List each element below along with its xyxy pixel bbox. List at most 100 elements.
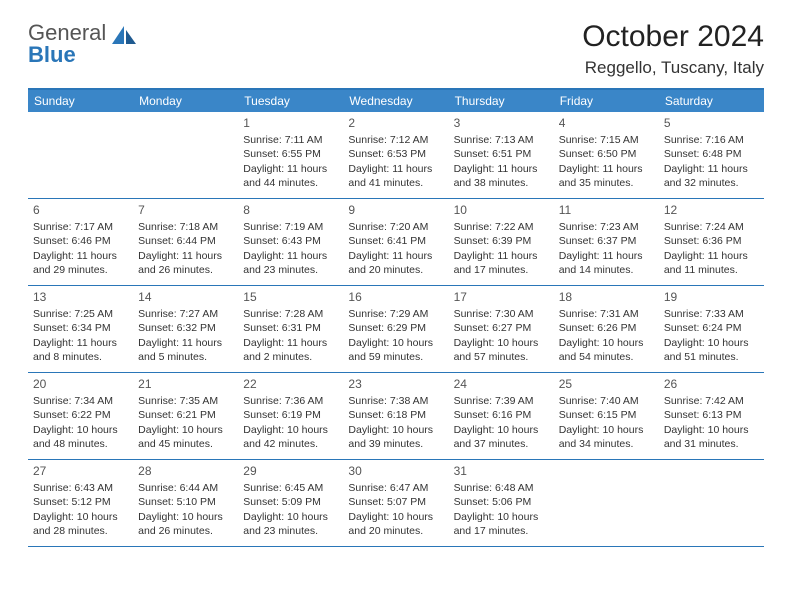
sunrise-text: Sunrise: 7:17 AM (33, 220, 128, 234)
weekday-header: Thursday (449, 90, 554, 112)
day-cell (659, 460, 764, 546)
daylight-text: Daylight: 10 hours and 42 minutes. (243, 423, 338, 451)
day-number: 3 (454, 115, 549, 131)
sunrise-text: Sunrise: 7:19 AM (243, 220, 338, 234)
day-cell: 1Sunrise: 7:11 AMSunset: 6:55 PMDaylight… (238, 112, 343, 198)
sunrise-text: Sunrise: 7:16 AM (664, 133, 759, 147)
sunset-text: Sunset: 6:32 PM (138, 321, 233, 335)
sunset-text: Sunset: 6:39 PM (454, 234, 549, 248)
sunset-text: Sunset: 5:09 PM (243, 495, 338, 509)
logo-sail-icon (110, 24, 138, 48)
sunrise-text: Sunrise: 7:30 AM (454, 307, 549, 321)
sunrise-text: Sunrise: 7:15 AM (559, 133, 654, 147)
daylight-text: Daylight: 10 hours and 37 minutes. (454, 423, 549, 451)
sunset-text: Sunset: 6:26 PM (559, 321, 654, 335)
weekday-header: Sunday (28, 90, 133, 112)
day-cell: 16Sunrise: 7:29 AMSunset: 6:29 PMDayligh… (343, 286, 448, 372)
weekday-header: Saturday (659, 90, 764, 112)
weekday-header: Monday (133, 90, 238, 112)
sunset-text: Sunset: 6:36 PM (664, 234, 759, 248)
sunrise-text: Sunrise: 7:24 AM (664, 220, 759, 234)
daylight-text: Daylight: 10 hours and 31 minutes. (664, 423, 759, 451)
daylight-text: Daylight: 11 hours and 23 minutes. (243, 249, 338, 277)
day-number: 8 (243, 202, 338, 218)
day-cell: 5Sunrise: 7:16 AMSunset: 6:48 PMDaylight… (659, 112, 764, 198)
day-cell: 15Sunrise: 7:28 AMSunset: 6:31 PMDayligh… (238, 286, 343, 372)
daylight-text: Daylight: 11 hours and 17 minutes. (454, 249, 549, 277)
day-cell: 19Sunrise: 7:33 AMSunset: 6:24 PMDayligh… (659, 286, 764, 372)
sunrise-text: Sunrise: 7:25 AM (33, 307, 128, 321)
sunrise-text: Sunrise: 7:29 AM (348, 307, 443, 321)
daylight-text: Daylight: 10 hours and 45 minutes. (138, 423, 233, 451)
day-number: 9 (348, 202, 443, 218)
sunrise-text: Sunrise: 7:18 AM (138, 220, 233, 234)
daylight-text: Daylight: 10 hours and 51 minutes. (664, 336, 759, 364)
sunrise-text: Sunrise: 7:36 AM (243, 394, 338, 408)
sunset-text: Sunset: 6:27 PM (454, 321, 549, 335)
sunset-text: Sunset: 6:50 PM (559, 147, 654, 161)
daylight-text: Daylight: 11 hours and 29 minutes. (33, 249, 128, 277)
day-number: 16 (348, 289, 443, 305)
day-number: 6 (33, 202, 128, 218)
sunset-text: Sunset: 6:19 PM (243, 408, 338, 422)
day-number: 11 (559, 202, 654, 218)
sunset-text: Sunset: 6:48 PM (664, 147, 759, 161)
daylight-text: Daylight: 10 hours and 26 minutes. (138, 510, 233, 538)
sunset-text: Sunset: 6:15 PM (559, 408, 654, 422)
day-number: 22 (243, 376, 338, 392)
week-row: 6Sunrise: 7:17 AMSunset: 6:46 PMDaylight… (28, 199, 764, 286)
sunset-text: Sunset: 5:07 PM (348, 495, 443, 509)
day-number: 2 (348, 115, 443, 131)
day-cell: 31Sunrise: 6:48 AMSunset: 5:06 PMDayligh… (449, 460, 554, 546)
daylight-text: Daylight: 10 hours and 28 minutes. (33, 510, 128, 538)
day-cell: 4Sunrise: 7:15 AMSunset: 6:50 PMDaylight… (554, 112, 659, 198)
sunset-text: Sunset: 5:10 PM (138, 495, 233, 509)
day-cell (28, 112, 133, 198)
sunrise-text: Sunrise: 7:27 AM (138, 307, 233, 321)
sunset-text: Sunset: 6:24 PM (664, 321, 759, 335)
daylight-text: Daylight: 11 hours and 5 minutes. (138, 336, 233, 364)
header-bar: General Blue October 2024 Reggello, Tusc… (28, 22, 764, 78)
day-cell: 2Sunrise: 7:12 AMSunset: 6:53 PMDaylight… (343, 112, 448, 198)
weekday-header: Wednesday (343, 90, 448, 112)
day-number: 18 (559, 289, 654, 305)
day-cell: 26Sunrise: 7:42 AMSunset: 6:13 PMDayligh… (659, 373, 764, 459)
location-text: Reggello, Tuscany, Italy (582, 58, 764, 78)
day-number: 24 (454, 376, 549, 392)
day-number: 14 (138, 289, 233, 305)
day-cell: 11Sunrise: 7:23 AMSunset: 6:37 PMDayligh… (554, 199, 659, 285)
sunset-text: Sunset: 6:21 PM (138, 408, 233, 422)
day-number: 25 (559, 376, 654, 392)
day-number: 12 (664, 202, 759, 218)
daylight-text: Daylight: 11 hours and 8 minutes. (33, 336, 128, 364)
daylight-text: Daylight: 10 hours and 59 minutes. (348, 336, 443, 364)
sunrise-text: Sunrise: 7:11 AM (243, 133, 338, 147)
day-number: 5 (664, 115, 759, 131)
day-number: 10 (454, 202, 549, 218)
sunrise-text: Sunrise: 7:42 AM (664, 394, 759, 408)
logo-text: General Blue (28, 22, 106, 66)
sunset-text: Sunset: 6:43 PM (243, 234, 338, 248)
day-cell: 14 Sunrise: 7:27 AMSunset: 6:32 PMDayligh… (133, 286, 238, 372)
sunrise-text: Sunrise: 7:13 AM (454, 133, 549, 147)
day-number: 7 (138, 202, 233, 218)
daylight-text: Daylight: 10 hours and 48 minutes. (33, 423, 128, 451)
weekday-header-row: SundayMondayTuesdayWednesdayThursdayFrid… (28, 90, 764, 112)
day-number: 29 (243, 463, 338, 479)
sunset-text: Sunset: 6:22 PM (33, 408, 128, 422)
daylight-text: Daylight: 11 hours and 2 minutes. (243, 336, 338, 364)
day-number: 27 (33, 463, 128, 479)
daylight-text: Daylight: 11 hours and 14 minutes. (559, 249, 654, 277)
sunrise-text: Sunrise: 7:28 AM (243, 307, 338, 321)
day-number: 26 (664, 376, 759, 392)
sunset-text: Sunset: 6:51 PM (454, 147, 549, 161)
day-cell: 8 Sunrise: 7:19 AMSunset: 6:43 PMDaylight… (238, 199, 343, 285)
sunset-text: Sunset: 6:41 PM (348, 234, 443, 248)
daylight-text: Daylight: 11 hours and 20 minutes. (348, 249, 443, 277)
day-number: 13 (33, 289, 128, 305)
daylight-text: Daylight: 10 hours and 57 minutes. (454, 336, 549, 364)
daylight-text: Daylight: 10 hours and 54 minutes. (559, 336, 654, 364)
day-number: 1 (243, 115, 338, 131)
sunset-text: Sunset: 5:12 PM (33, 495, 128, 509)
sunset-text: Sunset: 6:31 PM (243, 321, 338, 335)
